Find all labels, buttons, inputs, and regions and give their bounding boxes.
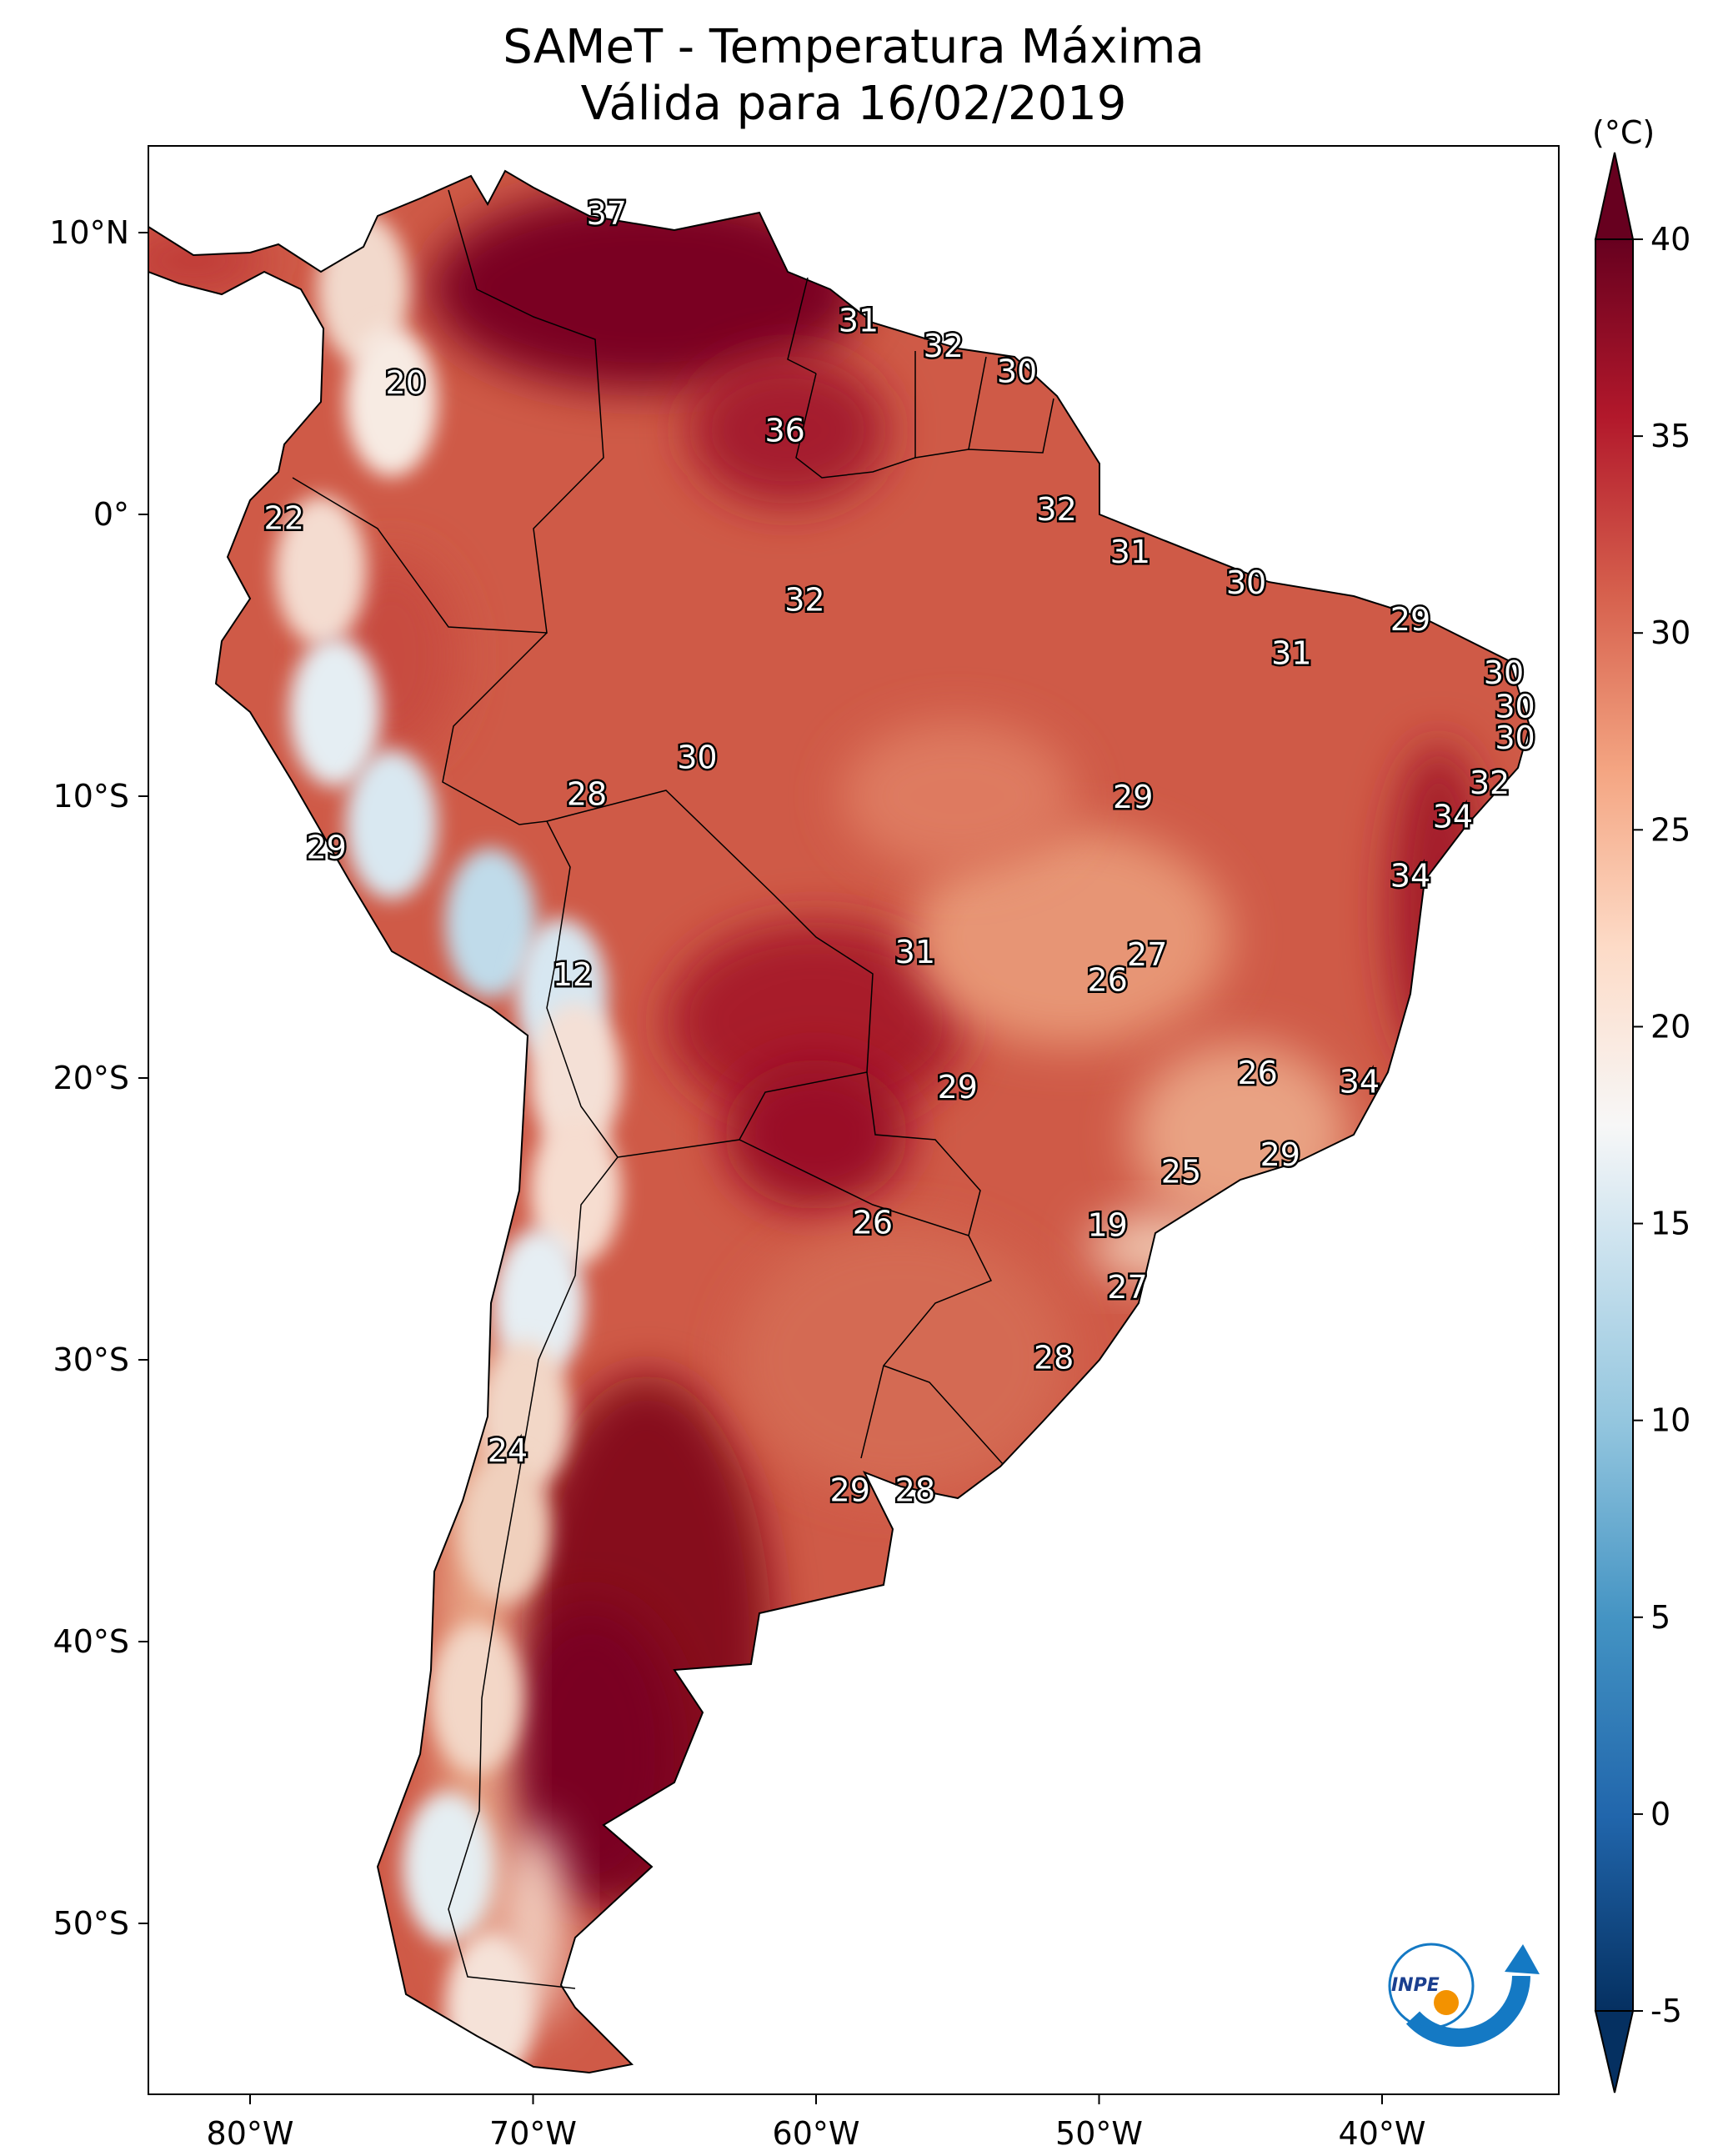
colorbar-tick-label: 20	[1650, 1008, 1690, 1045]
y-tick-label: 10°S	[53, 778, 129, 815]
coastline	[148, 169, 1531, 2074]
station-temperature-label: 30	[1495, 720, 1535, 756]
station-temperature-label: 31	[839, 303, 879, 339]
station-temperature-label: 29	[1113, 779, 1153, 815]
y-tick-label: 10°N	[49, 214, 129, 251]
station-temperature-label: 31	[1271, 635, 1311, 672]
x-tick-label: 70°W	[489, 2115, 577, 2152]
x-tick-label: 60°W	[773, 2115, 860, 2152]
y-tick-label: 50°S	[53, 1905, 129, 1942]
station-temperature-label: 30	[997, 353, 1037, 390]
colorbar-tick-label: 40	[1650, 221, 1690, 258]
colorbar-tick-label: 25	[1650, 811, 1690, 848]
station-temperature-label: 31	[1110, 534, 1150, 570]
station-temperature-label: 24	[488, 1432, 528, 1469]
station-temperature-label: 28	[567, 776, 607, 813]
station-temperature-label: 27	[1107, 1269, 1147, 1306]
x-tick-label: 40°W	[1339, 2115, 1426, 2152]
station-temperature-label: 34	[1433, 799, 1473, 835]
station-temperature-label: 29	[306, 830, 346, 866]
colorbar-extend-low	[1594, 2010, 1635, 2093]
station-temperature-label: 22	[264, 499, 304, 536]
logo-text: INPE	[1391, 1975, 1440, 1996]
station-temperature-label: 37	[587, 195, 627, 232]
chart-title: SAMeT - Temperatura Máxima	[503, 20, 1205, 74]
station-temperature-label: 12	[553, 956, 593, 993]
station-temperature-label: 30	[677, 740, 717, 776]
colorbar-tick-label: 35	[1650, 418, 1690, 454]
station-temperature-label: 20	[386, 364, 426, 401]
station-temperature-label: 34	[1390, 858, 1430, 895]
colorbar-bar	[1595, 238, 1634, 2012]
station-temperature-label: 26	[853, 1204, 893, 1241]
station-temperature-label: 30	[1495, 689, 1535, 725]
station-temperature-label: 25	[1161, 1153, 1201, 1190]
station-temperature-label: 29	[1260, 1136, 1300, 1173]
logo-arc	[1405, 1975, 1530, 2047]
station-temperature-label: 32	[784, 581, 824, 618]
station-temperature-label: 31	[895, 934, 935, 970]
y-tick-label: 0°	[93, 496, 129, 533]
station-temperature-label: 32	[924, 328, 964, 364]
colorbar: (°C) -5 0 5 10 15 20 25 30 35 40	[1592, 114, 1690, 2093]
country-borders	[292, 189, 1054, 1989]
x-tick-label: 80°W	[207, 2115, 294, 2152]
station-temperature-label: 30	[1226, 564, 1266, 601]
station-temperature-label: 29	[938, 1069, 978, 1106]
station-temperature-label: 34	[1340, 1063, 1380, 1100]
colorbar-tick-label: 5	[1650, 1599, 1670, 1636]
colorbar-tick-label: 0	[1650, 1796, 1670, 1833]
y-axis: 10°N 0° 10°S 20°S 30°S 40°S 50°S	[49, 214, 148, 1942]
chart-subtitle: Válida para 16/02/2019	[580, 77, 1127, 131]
logo-dot	[1434, 1990, 1459, 2015]
station-temperature-label: 29	[1390, 601, 1430, 638]
colorbar-tick-label: -5	[1650, 1993, 1682, 2029]
x-tick-label: 50°W	[1055, 2115, 1143, 2152]
station-temperature-label: 26	[1088, 962, 1128, 999]
colorbar-extend-high	[1594, 152, 1635, 240]
station-temperature-label: 26	[1237, 1055, 1277, 1091]
y-tick-label: 20°S	[53, 1060, 129, 1096]
station-temperature-label: 19	[1088, 1207, 1128, 1244]
x-axis: 80°W 70°W 60°W 50°W 40°W	[207, 2094, 1426, 2152]
station-temperature-label: 29	[830, 1472, 870, 1508]
colorbar-label: (°C)	[1592, 114, 1655, 151]
station-temperature-label: 32	[1036, 491, 1076, 528]
inpe-logo: INPE	[1388, 1943, 1540, 2047]
colorbar-tick-label: 30	[1650, 614, 1690, 651]
colorbar-tick-label: 15	[1650, 1206, 1690, 1242]
colorbar-tick-label: 10	[1650, 1402, 1690, 1439]
station-temperature-label: 30	[1484, 654, 1524, 691]
station-temperature-label: 36	[764, 412, 804, 449]
station-temperature-label: 32	[1470, 765, 1510, 801]
station-temperature-label: 27	[1127, 936, 1167, 973]
y-tick-label: 40°S	[53, 1623, 129, 1660]
y-tick-label: 30°S	[53, 1341, 129, 1378]
station-temperature-label: 28	[895, 1472, 935, 1508]
station-temperature-label: 28	[1034, 1340, 1074, 1376]
